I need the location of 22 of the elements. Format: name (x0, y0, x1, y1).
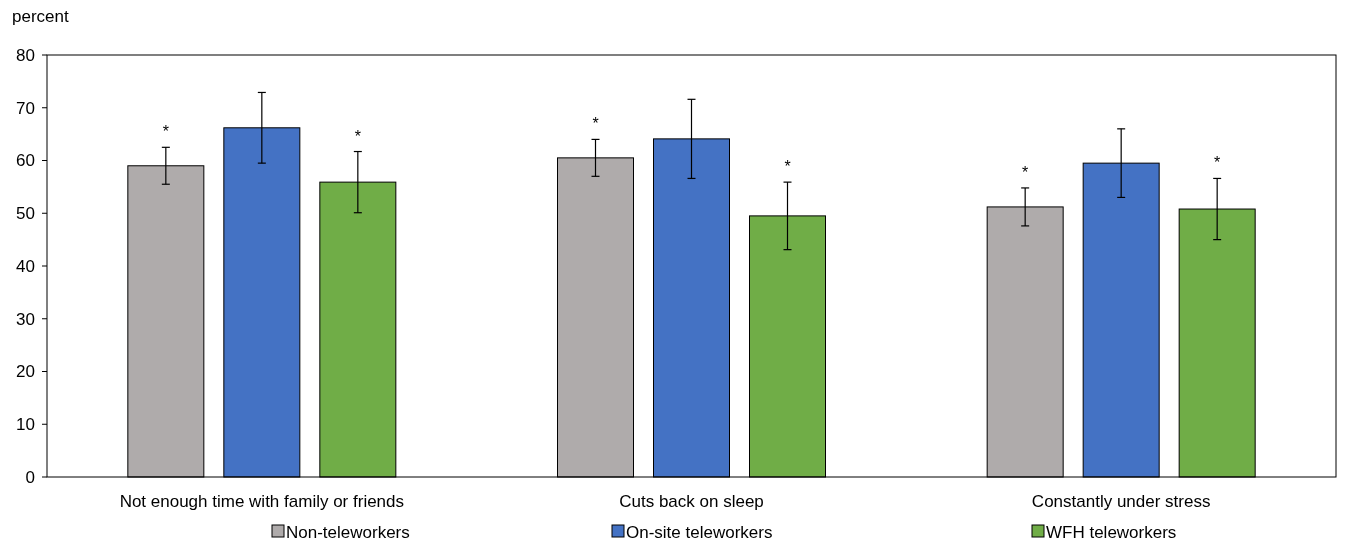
data-label: * (162, 123, 169, 141)
y-tick-label: 80 (16, 45, 35, 65)
y-tick-label: 20 (16, 362, 35, 382)
y-tick-label: 40 (16, 256, 35, 276)
y-tick-label: 10 (16, 415, 35, 435)
legend-label: On-site teleworkers (626, 523, 773, 542)
y-tick-label: 70 (16, 98, 35, 118)
data-label: * (354, 127, 361, 145)
legend-label: Non-teleworkers (286, 523, 410, 542)
y-tick-label: 50 (16, 204, 35, 224)
data-label: * (1022, 163, 1029, 181)
y-tick-label: 0 (25, 467, 35, 487)
y-axis-title: percent (12, 7, 69, 26)
y-tick-label: 60 (16, 151, 35, 171)
data-label: * (592, 115, 599, 133)
y-tick-label: 30 (16, 309, 35, 329)
x-tick-label: Cuts back on sleep (619, 492, 764, 511)
x-tick-label: Not enough time with family or friends (119, 492, 405, 511)
legend-label: WFH teleworkers (1046, 523, 1177, 542)
x-tick-label: Constantly under stress (1031, 492, 1211, 511)
data-label: * (1214, 154, 1221, 172)
data-label: * (784, 158, 791, 176)
